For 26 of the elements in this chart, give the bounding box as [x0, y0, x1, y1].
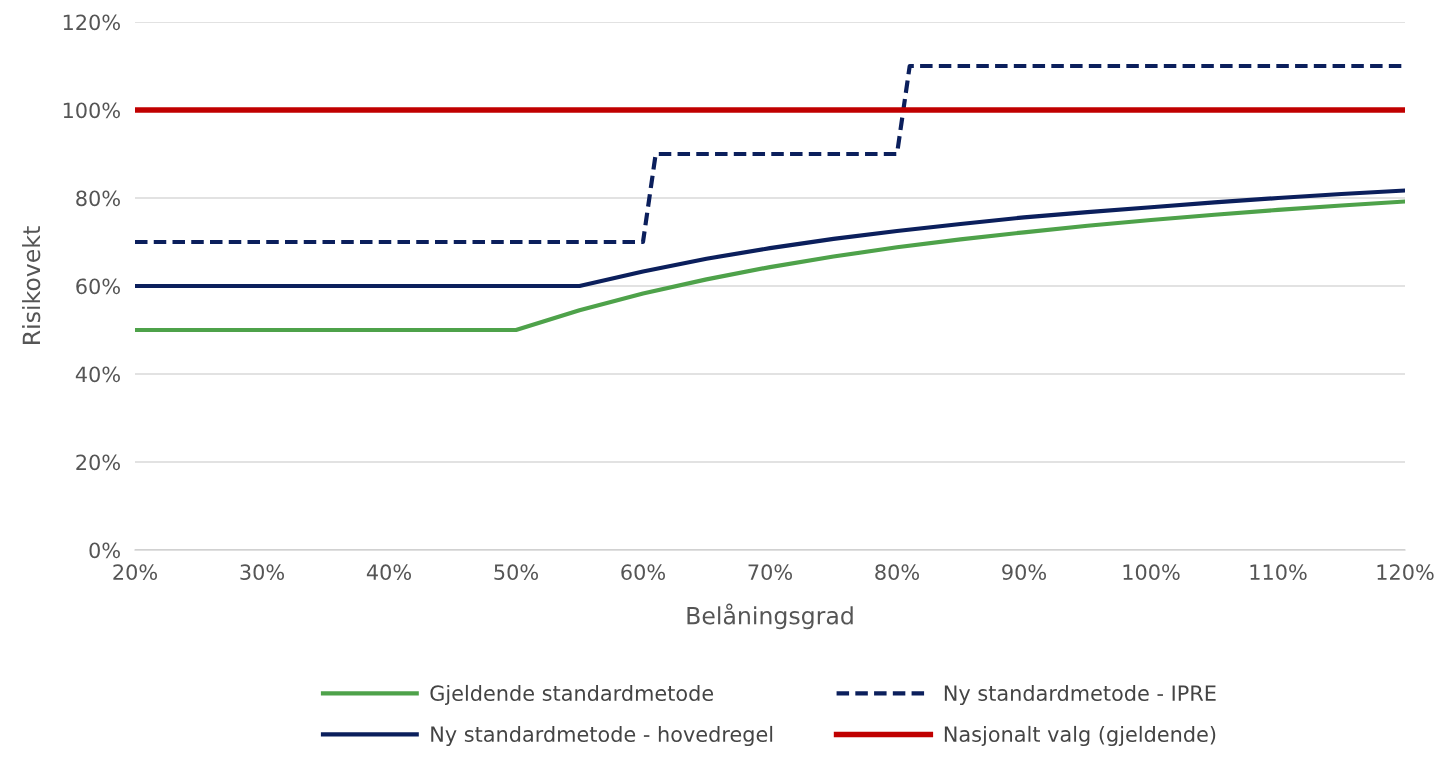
- x-tick-label: 50%: [494, 564, 538, 581]
- y-tick-label: 100%: [63, 102, 120, 119]
- y-tick-label: 40%: [75, 366, 120, 383]
- x-tick-label: 120%: [1377, 564, 1434, 581]
- x-tick-label: 70%: [748, 564, 792, 581]
- legend-label: Ny standardmetode - IPRE: [944, 684, 1216, 706]
- x-tick-label: 110%: [1250, 564, 1307, 581]
- x-axis-title: Belåningsgrad: [687, 603, 853, 630]
- y-tick-label: 60%: [76, 278, 120, 295]
- x-tick-label: 40%: [366, 564, 411, 581]
- legend-label: Ny standardmetode - hovedregel: [431, 725, 773, 747]
- legend-label: Nasjonalt valg (gjeldende): [944, 725, 1216, 747]
- x-tick-label: 30%: [240, 564, 284, 581]
- y-tick-label: 20%: [76, 454, 120, 471]
- x-tick-label: 90%: [1002, 564, 1046, 581]
- x-tick-label: 100%: [1123, 564, 1180, 581]
- y-tick-label: 120%: [63, 14, 120, 31]
- x-tick-label: 60%: [621, 564, 665, 581]
- legend-label: Gjeldende standardmetode: [430, 684, 714, 706]
- x-tick-label: 80%: [875, 564, 919, 581]
- y-axis-title: Risikovekt: [22, 226, 41, 344]
- line-series: [135, 199, 1405, 333]
- x-tick-label: 20%: [113, 564, 157, 581]
- y-tick-label: 0%: [89, 542, 120, 559]
- line-series: [135, 188, 1405, 289]
- y-tick-label: 80%: [76, 190, 120, 207]
